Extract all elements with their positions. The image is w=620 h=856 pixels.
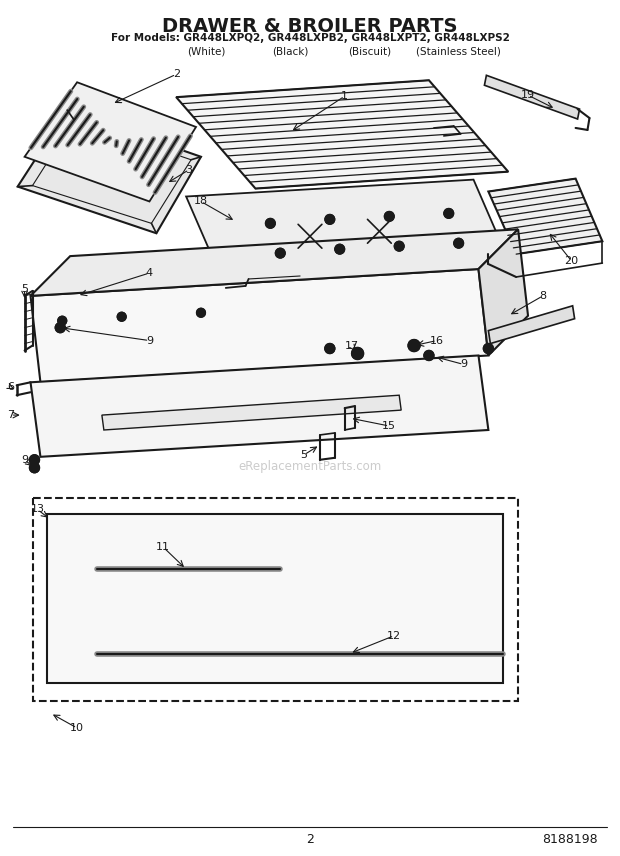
Polygon shape: [17, 110, 201, 234]
Text: eReplacementParts.com: eReplacementParts.com: [238, 461, 382, 473]
Polygon shape: [102, 395, 401, 430]
Text: 10: 10: [70, 723, 84, 733]
Text: 11: 11: [156, 542, 171, 552]
Circle shape: [335, 244, 345, 254]
Text: (Black): (Black): [272, 46, 308, 56]
Text: 2: 2: [306, 833, 314, 846]
Circle shape: [444, 208, 454, 218]
Text: 8: 8: [539, 291, 546, 300]
Text: 18: 18: [194, 197, 208, 206]
Circle shape: [325, 214, 335, 224]
Text: (Stainless Steel): (Stainless Steel): [416, 46, 501, 56]
Circle shape: [394, 241, 404, 251]
Text: 9: 9: [21, 455, 28, 465]
Circle shape: [265, 218, 275, 229]
Circle shape: [55, 323, 65, 333]
Polygon shape: [176, 80, 508, 188]
Polygon shape: [30, 355, 489, 457]
Text: For Models: GR448LXPQ2, GR448LXPB2, GR448LXPT2, GR448LXPS2: For Models: GR448LXPQ2, GR448LXPB2, GR44…: [110, 33, 510, 43]
Circle shape: [352, 348, 363, 360]
Text: 8188198: 8188198: [542, 833, 598, 846]
Text: 7: 7: [7, 410, 14, 420]
Circle shape: [197, 308, 205, 318]
Text: 19: 19: [521, 90, 535, 100]
Text: 4: 4: [146, 268, 153, 278]
Circle shape: [58, 316, 67, 325]
Text: 13: 13: [30, 504, 45, 514]
Text: DRAWER & BROILER PARTS: DRAWER & BROILER PARTS: [162, 16, 458, 36]
Text: (Biscuit): (Biscuit): [348, 46, 391, 56]
Text: 12: 12: [387, 631, 401, 640]
Text: 15: 15: [383, 421, 396, 431]
Circle shape: [408, 340, 420, 352]
Text: 9: 9: [146, 336, 153, 346]
Circle shape: [424, 350, 434, 360]
Polygon shape: [30, 229, 518, 296]
Text: 1: 1: [341, 92, 348, 101]
Polygon shape: [25, 82, 196, 201]
Text: 17: 17: [345, 341, 359, 351]
Text: 20: 20: [565, 256, 578, 266]
Circle shape: [484, 343, 494, 354]
Polygon shape: [32, 120, 191, 223]
Text: 2: 2: [172, 69, 180, 80]
Text: 16: 16: [430, 336, 444, 346]
Polygon shape: [489, 306, 575, 343]
Text: 6: 6: [7, 383, 14, 392]
Text: 3: 3: [185, 164, 193, 175]
Polygon shape: [479, 229, 528, 355]
Polygon shape: [489, 179, 603, 254]
Circle shape: [325, 343, 335, 354]
Text: 9: 9: [460, 360, 467, 370]
Text: 5: 5: [21, 284, 28, 294]
Polygon shape: [47, 514, 503, 683]
Text: (White): (White): [187, 46, 225, 56]
Circle shape: [275, 248, 285, 259]
Circle shape: [454, 238, 464, 248]
Polygon shape: [484, 75, 580, 119]
Circle shape: [30, 463, 40, 473]
Circle shape: [117, 312, 126, 321]
Polygon shape: [186, 180, 513, 288]
Polygon shape: [30, 269, 489, 383]
Circle shape: [384, 211, 394, 222]
Circle shape: [30, 455, 40, 465]
Text: 5: 5: [301, 449, 308, 460]
